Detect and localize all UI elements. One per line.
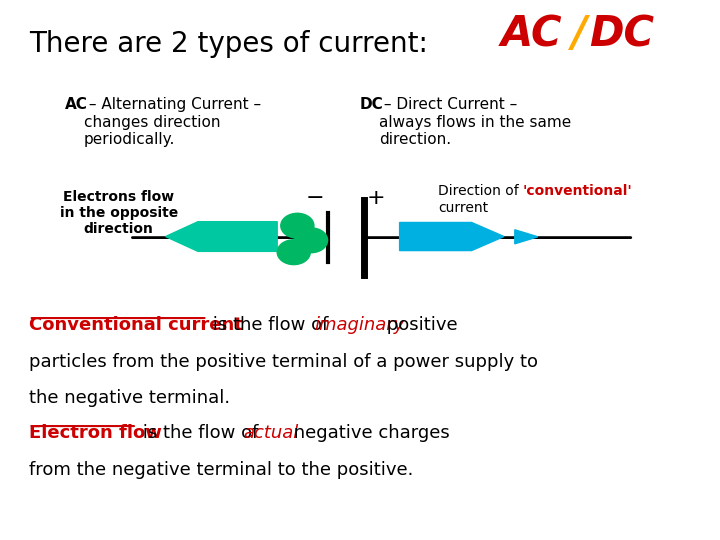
Text: imaginary: imaginary <box>314 316 404 334</box>
Text: – Direct Current –
always flows in the same
direction.: – Direct Current – always flows in the s… <box>379 97 571 147</box>
Text: current: current <box>438 201 488 215</box>
Text: Electron flow: Electron flow <box>29 424 162 442</box>
Text: There are 2 types of current:: There are 2 types of current: <box>29 30 428 58</box>
Text: −: − <box>306 188 325 208</box>
Text: AC: AC <box>500 14 562 56</box>
Text: negative charges: negative charges <box>288 424 450 442</box>
Text: is the flow of: is the flow of <box>137 424 264 442</box>
Text: is the flow of: is the flow of <box>207 316 335 334</box>
Text: 'conventional': 'conventional' <box>523 184 632 198</box>
Text: Direction of: Direction of <box>438 184 523 198</box>
Text: – Alternating Current –
changes direction
periodically.: – Alternating Current – changes directio… <box>84 97 261 147</box>
Text: actual: actual <box>243 424 299 442</box>
Text: DC: DC <box>360 97 384 112</box>
Circle shape <box>281 213 314 238</box>
Circle shape <box>294 228 328 253</box>
Text: Electrons flow
in the opposite
direction: Electrons flow in the opposite direction <box>60 190 178 237</box>
Text: particles from the positive terminal of a power supply to: particles from the positive terminal of … <box>29 353 538 370</box>
Text: /: / <box>572 14 588 56</box>
Text: DC: DC <box>589 14 654 56</box>
Text: the negative terminal.: the negative terminal. <box>29 389 230 407</box>
Text: positive: positive <box>381 316 457 334</box>
Text: from the negative terminal to the positive.: from the negative terminal to the positi… <box>29 461 413 478</box>
Text: +: + <box>366 188 385 208</box>
Circle shape <box>277 240 310 265</box>
Text: Conventional current: Conventional current <box>29 316 243 334</box>
FancyArrow shape <box>400 222 504 251</box>
FancyArrow shape <box>166 221 277 251</box>
FancyArrow shape <box>515 230 538 244</box>
Text: AC: AC <box>65 97 88 112</box>
